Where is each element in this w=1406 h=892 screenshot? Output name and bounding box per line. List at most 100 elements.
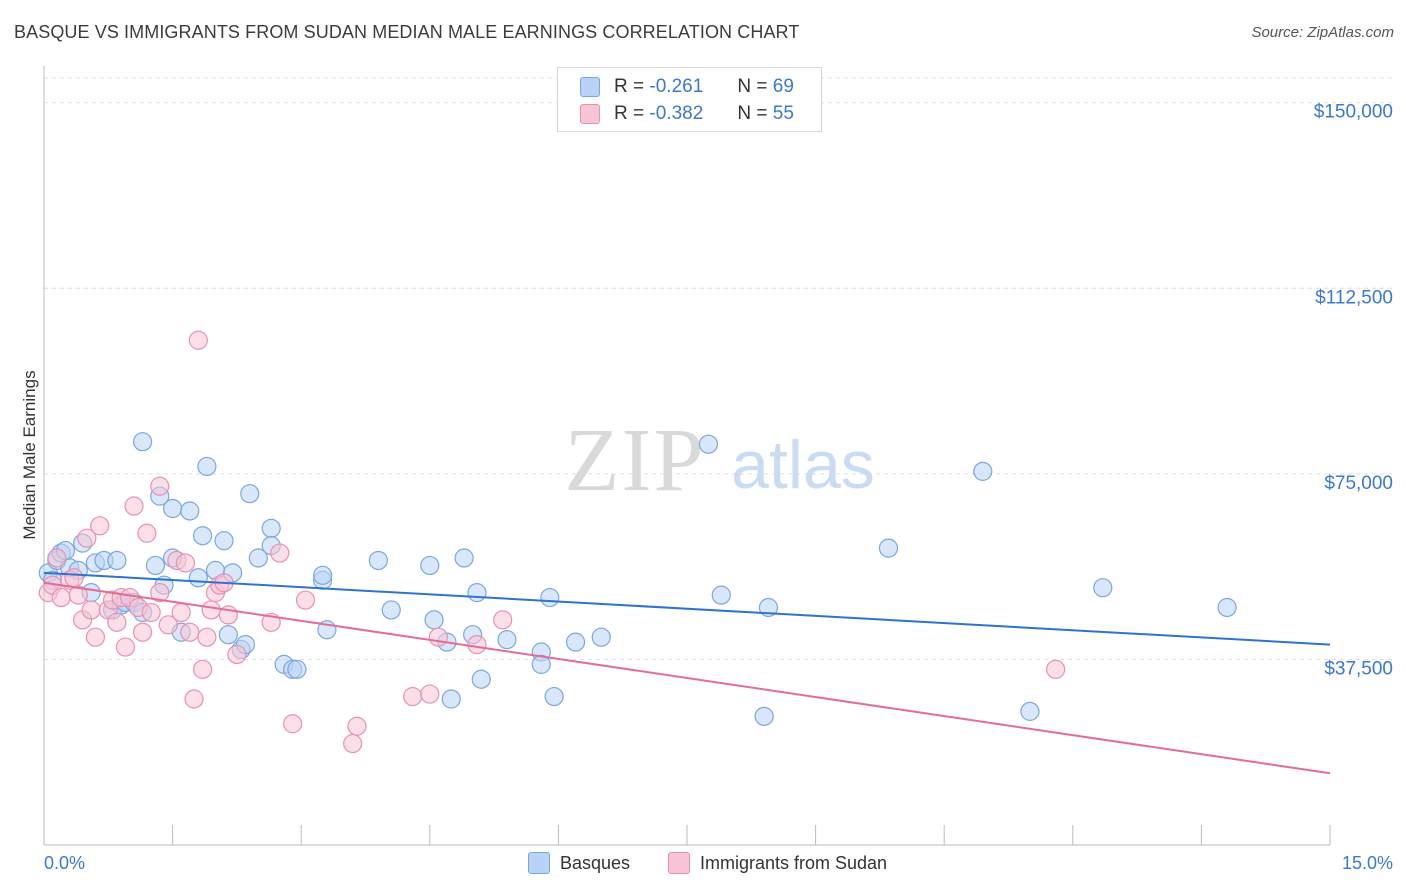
stats-legend: R = -0.261 N = 69 R = -0.382 N = 55 xyxy=(557,67,822,132)
sudan-swatch xyxy=(580,104,600,124)
sudan-point xyxy=(180,622,200,642)
sudan-point xyxy=(188,330,208,350)
sudan-point xyxy=(193,659,213,679)
legend-row-basques: R = -0.261 N = 69 xyxy=(580,75,794,99)
sudan-point xyxy=(343,733,363,754)
basques-swatch xyxy=(580,77,600,97)
sudan-point xyxy=(283,714,303,734)
sudan-point xyxy=(201,600,221,620)
sudan-point xyxy=(124,496,144,516)
basques-point xyxy=(1217,597,1237,618)
grid-layer xyxy=(44,77,1396,660)
sudan-point xyxy=(107,612,127,632)
basques-point xyxy=(218,625,238,645)
n-label: N = xyxy=(737,103,768,124)
basques-point xyxy=(424,610,444,630)
sudan-point xyxy=(158,615,178,635)
sudan-point xyxy=(227,644,247,665)
sudan-point xyxy=(347,716,367,736)
sudan-point xyxy=(420,684,440,704)
sudan-trend-line xyxy=(43,581,1331,775)
legend-item-sudan: Immigrants from Sudan xyxy=(668,852,887,874)
sudan-point xyxy=(85,627,106,647)
basques-point xyxy=(758,597,779,618)
chart-title: BASQUE VS IMMIGRANTS FROM SUDAN MEDIAN M… xyxy=(14,22,800,42)
basques-legend-label: Basques xyxy=(560,852,631,873)
r-value: -0.382 xyxy=(649,103,704,124)
sudan-point xyxy=(81,600,101,620)
source-label: Source: ZipAtlas.com xyxy=(1251,24,1394,41)
basques-point xyxy=(497,630,517,650)
sudan-point xyxy=(47,548,67,568)
basques-point xyxy=(754,706,774,726)
basques-point xyxy=(1020,701,1040,721)
sudan-point xyxy=(51,587,71,608)
sudan-point xyxy=(68,585,88,605)
sudan-point xyxy=(132,622,153,642)
sudan-point xyxy=(1046,659,1066,679)
y-tick-label: $150,000 xyxy=(1314,102,1393,123)
basques-point xyxy=(467,583,487,603)
sudan-point xyxy=(295,590,316,610)
n-label: N = xyxy=(737,76,768,97)
tick-labels: $37,500 $75,000 $112,500 $150,000 0.0% 15.0% xyxy=(44,102,1393,873)
sudan-point xyxy=(270,543,290,563)
basques-point xyxy=(163,498,183,519)
basques-point xyxy=(878,538,899,558)
basques-point xyxy=(132,432,153,452)
sudan-point xyxy=(171,602,191,623)
r-label: R = xyxy=(614,103,645,124)
basques-legend-swatch xyxy=(528,852,550,874)
trend-layer xyxy=(43,571,1331,775)
basques-point xyxy=(248,548,268,568)
sudan-point xyxy=(64,568,84,588)
basques-point xyxy=(214,531,234,551)
sudan-point xyxy=(403,686,423,707)
y-tick-label: $112,500 xyxy=(1315,287,1393,308)
sudan-point xyxy=(141,602,161,623)
sudan-point xyxy=(77,528,97,548)
basques-point xyxy=(591,627,611,647)
basques-point xyxy=(313,565,333,585)
sudan-point xyxy=(115,637,136,657)
basques-point xyxy=(368,550,388,571)
basques-point xyxy=(565,632,586,652)
basques-point xyxy=(1093,578,1113,598)
legend-row-sudan: R = -0.382 N = 55 xyxy=(580,102,794,126)
points-layer xyxy=(38,330,1237,754)
sudan-point xyxy=(184,689,204,709)
basques-point xyxy=(193,526,213,546)
basques-point xyxy=(180,501,200,521)
y-tick-label: $37,500 xyxy=(1324,658,1393,679)
sudan-legend-label: Immigrants from Sudan xyxy=(700,852,888,873)
sudan-point xyxy=(175,553,196,573)
basques-point xyxy=(531,654,551,674)
basques-point xyxy=(197,456,217,477)
sudan-point xyxy=(197,627,217,647)
basques-point xyxy=(454,548,474,568)
basques-point xyxy=(107,550,127,571)
basques-point xyxy=(145,555,166,576)
n-value: 55 xyxy=(772,103,794,124)
basques-point xyxy=(261,518,281,538)
y-tick-label: $75,000 xyxy=(1324,473,1393,494)
watermark-zip: ZIP xyxy=(565,411,706,510)
basques-trend-line xyxy=(43,571,1331,646)
sudan-point xyxy=(90,516,110,536)
basques-point xyxy=(544,686,564,707)
n-value: 69 xyxy=(772,76,794,97)
basques-point xyxy=(711,585,731,605)
sudan-legend-swatch xyxy=(668,852,690,874)
basques-point xyxy=(698,434,719,454)
sudan-point xyxy=(150,583,170,603)
watermark: ZIP atlas xyxy=(565,411,875,510)
legend-item-basques: Basques xyxy=(528,852,630,874)
watermark-atlas: atlas xyxy=(731,427,875,503)
basques-point xyxy=(973,461,993,481)
x-tick-label: 15.0% xyxy=(1342,853,1393,873)
basques-point xyxy=(287,659,307,679)
basques-point xyxy=(420,555,440,576)
basques-point xyxy=(471,669,491,689)
basques-point xyxy=(188,568,208,588)
